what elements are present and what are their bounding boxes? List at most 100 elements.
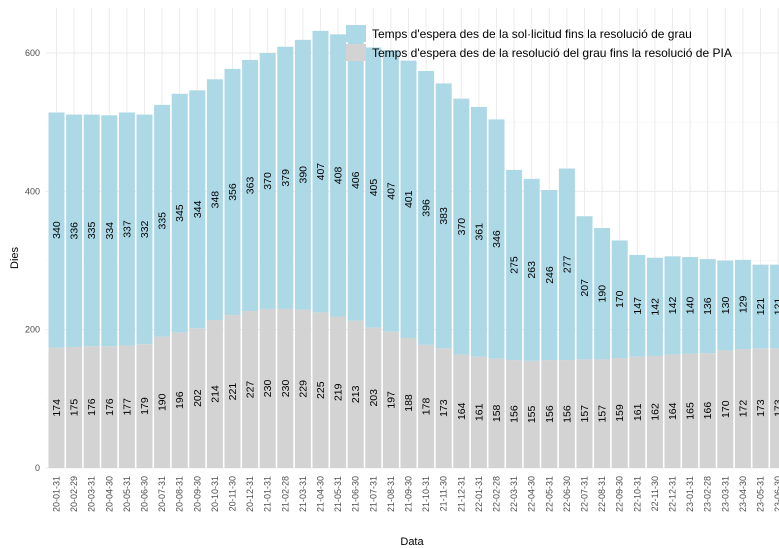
bar-value-label: 155 [526,405,538,423]
x-tick-label: 22-01-31 [474,476,484,512]
bar-value-label: 197 [385,391,397,409]
x-tick-label: 23-02-28 [703,476,713,512]
bar-segment-resolucio-grau-pia [418,344,435,468]
bar-segment-resolucio-grau-pia [470,356,487,468]
bar-value-label: 203 [368,389,380,407]
bar-segment-resolucio-grau-pia [770,348,779,468]
bar-value-label: 156 [561,405,573,423]
bar-segment-sollicitud-grau [682,257,699,354]
bar-value-label: 172 [737,400,749,418]
bar-value-label: 361 [473,223,485,241]
bar-value-label: 156 [509,405,521,423]
bar-value-label: 225 [315,381,327,399]
y-tick-label: 600 [25,48,40,58]
bar-value-label: 156 [544,405,556,423]
bar-value-label: 356 [227,183,239,201]
bar-segment-sollicitud-grau [418,70,435,345]
bar-segment-sollicitud-grau [558,168,575,361]
bar-value-label: 370 [456,218,468,236]
x-tick-label: 21-03-31 [298,476,308,512]
bar-segment-sollicitud-grau [365,47,382,328]
bar-segment-sollicitud-grau [400,60,417,338]
bar-segment-sollicitud-grau [259,53,276,309]
x-tick-label: 21-12-31 [456,476,466,512]
bar-segment-sollicitud-grau [646,257,663,356]
y-axis-title: Dies [9,247,21,270]
bar-segment-resolucio-grau-pia [242,310,259,468]
x-tick-label: 22-06-30 [562,476,572,512]
bar-value-label: 129 [737,296,749,314]
bar-value-label: 175 [69,399,81,417]
bar-segment-resolucio-grau-pia [541,360,558,468]
x-tick-label: 20-10-31 [210,476,220,512]
bar-segment-resolucio-grau-pia [558,360,575,468]
bar-value-label: 227 [245,381,257,399]
bar-value-label: 161 [632,403,644,421]
bar-value-label: 230 [262,380,274,398]
x-tick-label: 21-02-28 [280,476,290,512]
x-tick-label: 21-09-30 [404,476,414,512]
bar-value-label: 230 [280,380,292,398]
x-axis-title: Data [400,536,424,548]
bar-segment-resolucio-grau-pia [154,336,171,468]
y-axis: 0 200 400 600 [25,48,40,473]
legend: Temps d'espera des de la sol·licitud fin… [346,25,732,61]
bar-segment-resolucio-grau-pia [488,358,505,468]
x-tick-label: 21-08-31 [386,476,396,512]
bar-value-label: 348 [209,191,221,209]
x-tick-label: 22-10-31 [632,476,642,512]
x-tick-label: 20-12-31 [245,476,255,512]
bar-value-label: 344 [192,200,204,218]
x-axis: 20-01-31 20-02-29 20-03-31 20-04-30 20-05-31… [52,476,779,512]
bar-value-label: 130 [720,297,732,315]
bar-value-label: 363 [245,177,257,195]
bar-value-label: 121 [755,298,767,316]
bar-segment-sollicitud-grau [770,264,779,349]
bar-value-label: 173 [755,399,767,417]
bar-value-label: 207 [579,279,591,297]
bar-segment-sollicitud-grau [242,59,259,311]
x-tick-label: 22-04-30 [527,476,537,512]
bar-value-label: 196 [174,391,186,409]
x-tick-label: 20-05-31 [122,476,132,512]
bar-value-label: 159 [614,404,626,422]
bar-value-label: 336 [69,222,81,240]
bar-value-label: 390 [297,166,309,184]
bar-segment-sollicitud-grau [66,114,83,347]
bar-value-label: 176 [104,398,116,416]
x-tick-label: 21-04-30 [316,476,326,512]
bar-value-label: 346 [491,230,503,248]
bar-segment-resolucio-grau-pia [277,308,294,468]
x-tick-label: 20-02-29 [69,476,79,512]
bar-value-label: 170 [614,290,626,308]
bar-value-label: 213 [350,385,362,403]
bar-segment-sollicitud-grau [576,216,593,360]
bar-segment-resolucio-grau-pia [330,316,347,468]
bar-value-label: 219 [333,383,345,401]
x-tick-label: 22-08-31 [597,476,607,512]
bar-value-label: 406 [350,171,362,189]
bar-value-label: 332 [139,220,151,238]
bar-value-label: 179 [139,397,151,415]
bar-segment-sollicitud-grau [330,34,347,317]
legend-label: Temps d'espera des de la sol·licitud fin… [372,27,692,41]
bar-segment-sollicitud-grau [189,90,206,329]
bar-segment-resolucio-grau-pia [171,332,188,468]
bar-segment-resolucio-grau-pia [118,345,135,468]
x-tick-label: 22-12-31 [668,476,678,512]
legend-label: Temps d'espera des de la resolució del g… [372,46,732,60]
bar-value-label: 190 [157,393,169,411]
bar-value-label: 408 [333,167,345,185]
bar-value-label: 173 [438,399,450,417]
bar-value-label: 334 [104,222,116,240]
bar-segment-resolucio-grau-pia [189,328,206,468]
bar-value-label: 157 [579,405,591,423]
bar-segment-sollicitud-grau [83,114,100,347]
bar-segment-resolucio-grau-pia [101,346,118,468]
bar-segment-resolucio-grau-pia [646,355,663,468]
bar-value-label: 165 [685,402,697,420]
bar-value-label: 176 [86,398,98,416]
bar-value-label: 221 [227,383,239,401]
bar-segment-sollicitud-grau [435,83,452,349]
